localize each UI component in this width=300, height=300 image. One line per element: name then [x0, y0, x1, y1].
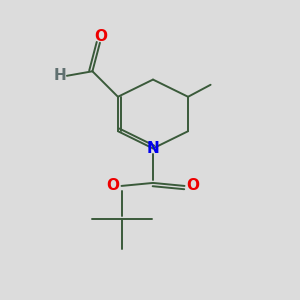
Text: O: O — [106, 178, 120, 193]
Text: O: O — [94, 29, 107, 44]
Text: O: O — [186, 178, 200, 193]
Text: N: N — [147, 141, 159, 156]
Text: H: H — [54, 68, 67, 83]
